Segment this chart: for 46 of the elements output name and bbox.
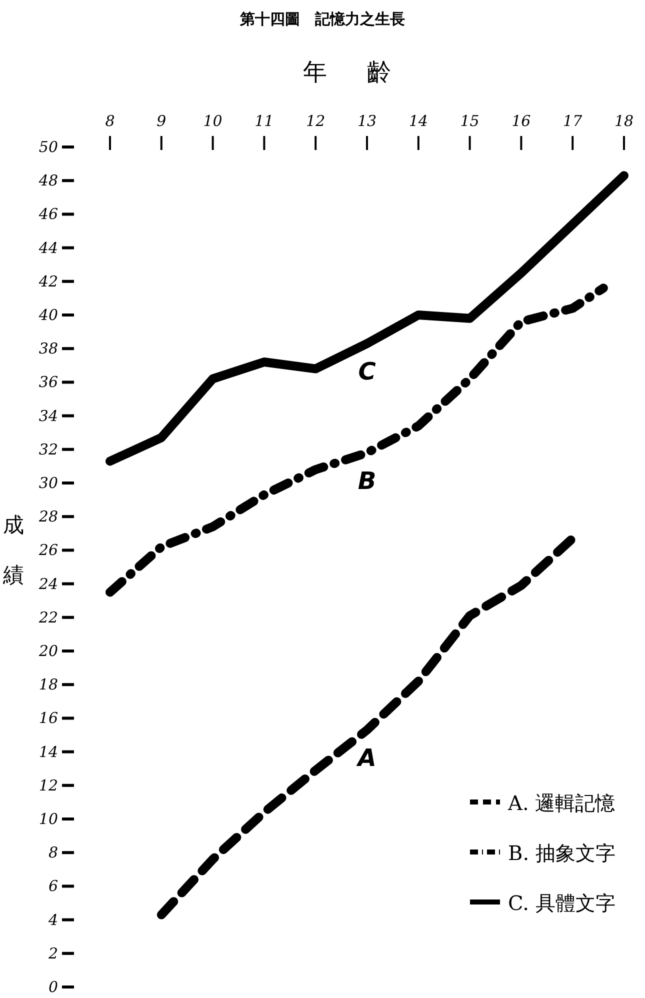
x-tick-label: 12: [306, 112, 326, 130]
y-tick-label: 16: [38, 709, 58, 728]
x-tick-label: 17: [563, 112, 583, 130]
annotation: B: [358, 466, 376, 495]
x-tick-label: 9: [156, 112, 167, 130]
legend-label: B. 抽象文字: [508, 841, 616, 865]
x-tick-label: 8: [105, 112, 115, 130]
y-tick-label: 22: [38, 608, 58, 626]
y-tick-label: 0: [48, 978, 58, 996]
y-tick-label: 42: [38, 272, 58, 290]
y-tick-label: 18: [38, 676, 58, 694]
y-tick-label: 48: [38, 172, 58, 190]
y-tick-label: 46: [38, 205, 58, 224]
y-tick-label: 6: [48, 877, 58, 896]
x-tick-label: 13: [357, 112, 377, 130]
annotation: A: [356, 744, 376, 772]
y-tick-label: 50: [38, 138, 58, 156]
y-tick-label: 26: [38, 541, 58, 560]
y-tick-label: 24: [38, 574, 58, 593]
x-tick-label: 14: [408, 112, 428, 130]
annotation: C: [358, 358, 376, 386]
x-tick-label: 16: [512, 112, 532, 130]
x-tick-label: 10: [203, 112, 223, 130]
x-axis-title: 年齡: [303, 58, 431, 86]
chart-title: 第十四圖 記憶力之生長: [239, 10, 405, 28]
y-tick-label: 8: [48, 844, 58, 862]
x-tick-label: 11: [254, 112, 274, 130]
y-tick-label: 10: [38, 810, 58, 828]
y-tick-label: 34: [38, 406, 58, 425]
y-tick-label: 44: [38, 238, 58, 257]
y-tick-label: 4: [47, 910, 58, 929]
y-tick-label: 30: [38, 474, 58, 492]
x-tick-label: 18: [614, 112, 634, 130]
y-tick-label: 36: [38, 373, 58, 392]
y-tick-label: 20: [38, 642, 58, 660]
legend-label: A. 邏輯記憶: [507, 791, 616, 815]
y-tick-label: 40: [38, 306, 58, 324]
text: 成績: [3, 513, 24, 587]
y-tick-label: 28: [38, 508, 58, 526]
legend-label: C. 具體文字: [508, 891, 616, 915]
y-tick-label: 12: [38, 776, 58, 794]
x-tick-label: 15: [460, 112, 480, 130]
y-tick-label: 2: [47, 944, 58, 962]
y-tick-label: 38: [38, 340, 58, 358]
y-tick-label: 14: [38, 742, 58, 761]
y-tick-label: 32: [38, 440, 58, 458]
